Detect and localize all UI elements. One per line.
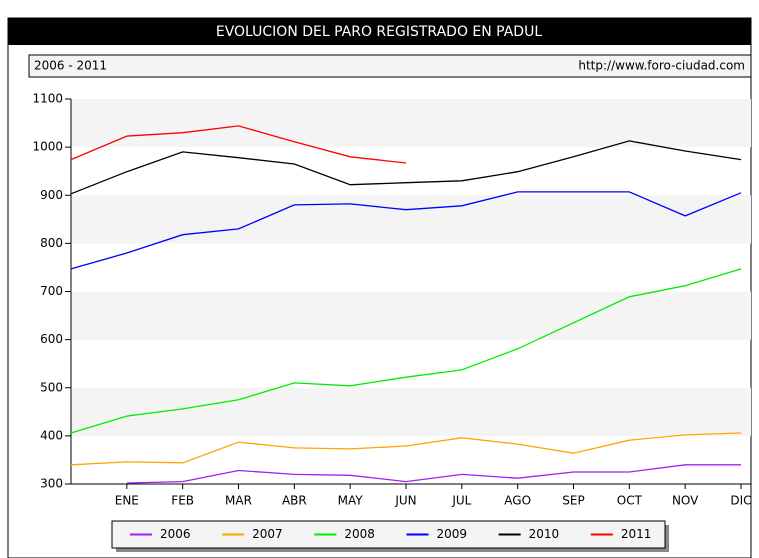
series-line [70,268,742,434]
y-tick-label: 500 [40,380,63,394]
x-tick-label: MAY [338,494,364,508]
subtitle: 2006 - 2011 [34,59,107,73]
chart-title: EVOLUCION DEL PARO REGISTRADO EN PADUL [216,24,542,40]
legend-label: 2011 [621,527,652,541]
title-bar [8,18,751,45]
x-tick-label: ABR [282,494,307,508]
x-tick-label: AGO [504,494,531,508]
x-tick-label: MAR [225,494,252,508]
legend-label: 2008 [344,527,375,541]
x-tick-label: DIC [730,494,751,508]
source: http://www.foro-ciudad.com [578,59,745,73]
series-line [70,432,742,466]
y-tick-label: 900 [40,188,63,202]
grid-band [71,99,751,148]
series-line [70,140,742,195]
x-tick-label: JUL [451,494,471,508]
x-tick-label: OCT [617,494,643,508]
legend-label: 2007 [252,527,283,541]
y-tick-label: 600 [40,332,63,346]
x-tick-label: FEB [171,494,194,508]
legend-label: 2010 [529,527,560,541]
grid-band [71,387,751,436]
x-tick-label: JUN [394,494,416,508]
y-tick-label: 800 [40,236,63,250]
series-line [70,191,742,270]
grid-band [71,291,751,340]
series-line [126,464,741,484]
legend [111,520,666,549]
grid-band [71,195,751,244]
legend-label: 2006 [160,527,191,541]
y-tick-label: 700 [40,284,63,298]
legend-label: 2009 [437,527,468,541]
y-tick-label: 400 [40,428,63,442]
x-tick-label: SEP [562,494,584,508]
info-box [28,54,752,78]
y-tick-label: 1000 [32,140,63,154]
x-tick-label: NOV [672,494,699,508]
y-tick-label: 1100 [32,92,63,106]
y-tick-label: 300 [40,477,63,491]
x-tick-label: ENE [115,494,139,508]
series-line [70,125,407,164]
